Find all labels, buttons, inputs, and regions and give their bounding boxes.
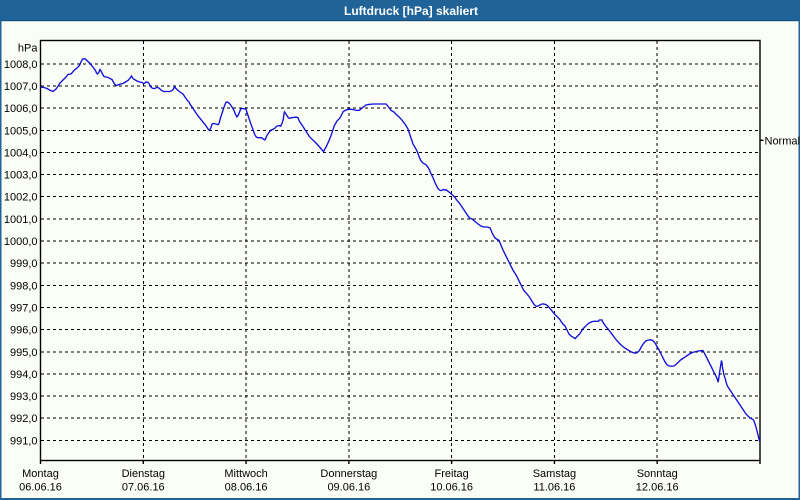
svg-text:1007,0: 1007,0 [4, 81, 38, 93]
svg-text:1006,0: 1006,0 [4, 103, 38, 115]
svg-text:994,0: 994,0 [10, 369, 38, 381]
svg-text:Normal: Normal [765, 135, 800, 147]
svg-text:1004,0: 1004,0 [4, 147, 38, 159]
svg-text:09.06.16: 09.06.16 [327, 482, 370, 494]
svg-text:hPa: hPa [18, 43, 38, 55]
svg-text:995,0: 995,0 [10, 347, 38, 359]
svg-text:06.06.16: 06.06.16 [19, 482, 62, 494]
svg-text:10.06.16: 10.06.16 [430, 482, 473, 494]
svg-text:1001,0: 1001,0 [4, 214, 38, 226]
svg-text:997,0: 997,0 [10, 302, 38, 314]
svg-text:Luftdruck [hPa] skaliert: Luftdruck [hPa] skaliert [344, 4, 478, 18]
svg-text:12.06.16: 12.06.16 [636, 482, 679, 494]
svg-text:1008,0: 1008,0 [4, 59, 38, 71]
svg-text:1002,0: 1002,0 [4, 192, 38, 204]
svg-text:992,0: 992,0 [10, 413, 38, 425]
svg-text:996,0: 996,0 [10, 325, 38, 337]
svg-text:998,0: 998,0 [10, 280, 38, 292]
svg-text:999,0: 999,0 [10, 258, 38, 270]
svg-text:Mittwoch: Mittwoch [224, 468, 267, 480]
svg-text:993,0: 993,0 [10, 391, 38, 403]
svg-text:11.06.16: 11.06.16 [533, 482, 575, 494]
svg-text:Samstag: Samstag [533, 468, 576, 480]
svg-text:1000,0: 1000,0 [4, 236, 38, 248]
svg-text:08.06.16: 08.06.16 [225, 482, 268, 494]
svg-text:991,0: 991,0 [10, 435, 38, 447]
svg-text:Sonntag: Sonntag [637, 468, 678, 480]
svg-text:1003,0: 1003,0 [4, 170, 38, 182]
svg-text:Donnerstag: Donnerstag [320, 468, 377, 480]
svg-text:Dienstag: Dienstag [122, 468, 165, 480]
svg-text:Freitag: Freitag [435, 468, 469, 480]
svg-text:Montag: Montag [22, 468, 59, 480]
svg-text:1005,0: 1005,0 [4, 125, 38, 137]
svg-text:07.06.16: 07.06.16 [122, 482, 165, 494]
